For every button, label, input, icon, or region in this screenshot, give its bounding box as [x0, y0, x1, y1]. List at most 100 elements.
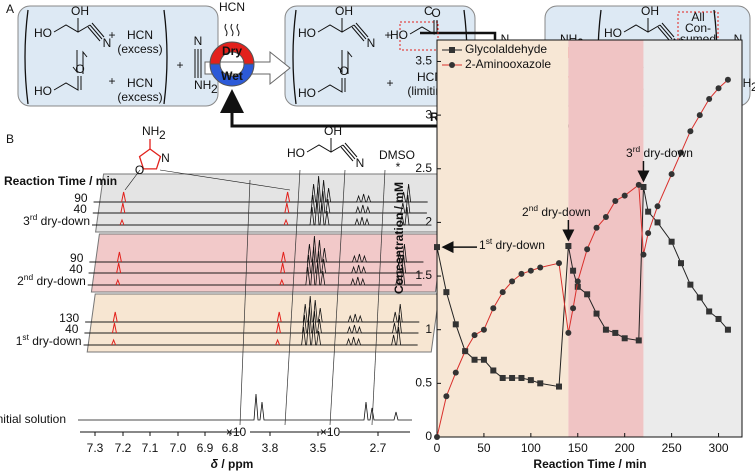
marker: [509, 374, 516, 381]
marker: [570, 267, 577, 274]
atom: OH: [71, 4, 89, 18]
label: Reaction Time / min: [4, 174, 117, 188]
marker: [602, 214, 609, 221]
bond: [83, 318, 418, 346]
bond: [194, 49, 202, 78]
marker: [593, 310, 600, 317]
label: 40: [65, 322, 79, 336]
marker: [509, 278, 516, 285]
marker: [654, 219, 661, 226]
marker: [645, 208, 652, 215]
label: 130: [59, 311, 79, 325]
atom: HO: [298, 86, 316, 100]
annotation-sup: rd: [30, 212, 38, 222]
marker: [490, 305, 497, 312]
y-tick-label: 3.5: [415, 54, 432, 68]
bond: [84, 306, 419, 334]
bond: [340, 142, 358, 162]
bond: [89, 235, 424, 263]
highlight: [399, 21, 439, 51]
marker: [640, 251, 647, 258]
marker: [499, 289, 506, 296]
marker: [724, 326, 731, 333]
atom: OH: [324, 124, 342, 138]
x-tick-label: 200: [615, 441, 635, 455]
marker: [462, 348, 469, 355]
marker: [645, 230, 652, 237]
series-line: [436, 79, 729, 438]
label: HCN: [219, 0, 245, 14]
atom: N: [161, 151, 170, 165]
marker: [715, 85, 722, 92]
atom: N: [501, 32, 510, 46]
label: (excess): [117, 90, 162, 104]
marker: [443, 393, 450, 400]
axis-title-unit: / ppm: [218, 457, 253, 471]
x-tick-label: 100: [521, 441, 541, 455]
bond: [53, 76, 82, 91]
atom: NH: [142, 124, 159, 138]
atom: O: [135, 163, 144, 177]
shaded-region: [86, 293, 440, 353]
bond: [116, 251, 286, 263]
annotation-sup: nd: [24, 272, 34, 282]
panel-c: C 0 0.5 1 1.5 2 2.5 3 3.5 0 50 100 150 200 250 300 React…: [392, 4, 743, 471]
atom: NH: [194, 78, 211, 92]
shaded-region: [90, 233, 444, 293]
label: (excess): [117, 42, 162, 56]
dry-half: [209, 41, 255, 65]
annotation: 2nd dry-down: [522, 203, 591, 219]
marker: [449, 47, 455, 53]
x-tick-label: 0: [434, 441, 441, 455]
marker: [584, 246, 591, 253]
y-tick-label: 0: [425, 429, 432, 443]
x-tick-label: 250: [662, 441, 682, 455]
bond: [111, 322, 281, 334]
bond: [284, 169, 301, 426]
label: +: [108, 74, 115, 88]
label: 90: [74, 191, 88, 205]
bond: [317, 24, 355, 33]
atom: N: [103, 36, 112, 50]
bond: [72, 50, 88, 74]
bond: [92, 186, 427, 214]
bond: [78, 393, 412, 421]
marker: [612, 197, 619, 204]
label: 7.3: [87, 441, 104, 455]
marker: [471, 356, 478, 363]
annotation-sup: nd: [529, 203, 539, 213]
label: 40: [69, 262, 83, 276]
marker: [621, 192, 628, 199]
marker: [570, 305, 577, 312]
marker: [584, 291, 591, 298]
bond: [92, 198, 426, 226]
marker: [556, 260, 562, 267]
annotation-text: dry-down: [538, 205, 591, 219]
atom: 2: [751, 80, 755, 94]
label: 7.2: [115, 441, 132, 455]
atom: N: [356, 156, 365, 170]
marker: [678, 260, 684, 267]
marker: [452, 369, 459, 376]
marker: [499, 374, 506, 381]
marker: [452, 321, 459, 328]
atom: O: [431, 6, 440, 20]
marker: [565, 329, 572, 336]
marker: [706, 308, 713, 315]
marker: [471, 332, 478, 339]
bond: [351, 22, 369, 42]
annotation-num: 3: [626, 146, 633, 160]
bond: [371, 169, 386, 426]
panel-label: C: [424, 4, 433, 18]
marker: [556, 383, 562, 390]
marker: [654, 203, 661, 210]
bond: [409, 20, 438, 35]
label: +: [176, 58, 183, 72]
annotation-num: 1: [16, 334, 23, 348]
evaporation: [224, 23, 240, 37]
label: Wet: [221, 69, 243, 83]
label: Initial solution: [0, 412, 66, 426]
bond: [657, 22, 675, 42]
marker: [518, 270, 525, 277]
